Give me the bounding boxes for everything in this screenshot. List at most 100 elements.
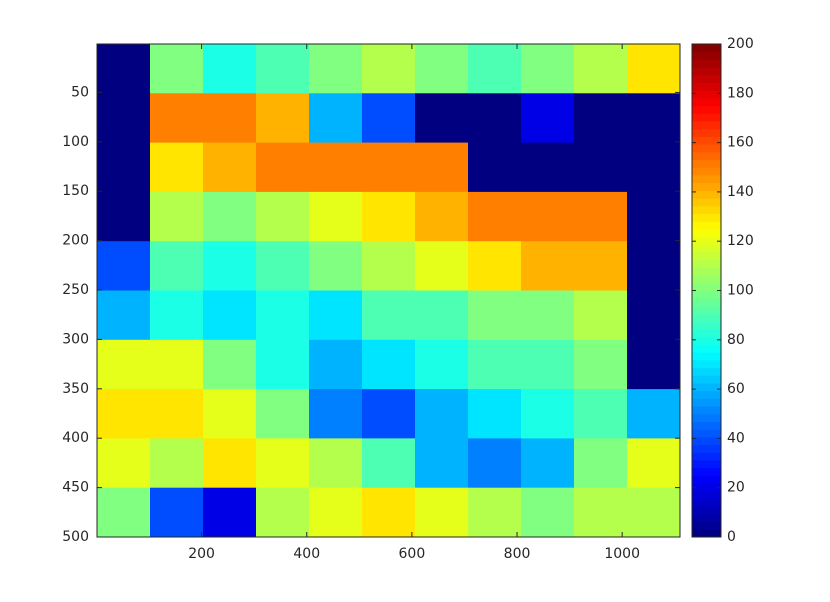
heat-cell — [203, 241, 257, 291]
colorbar-segment — [692, 444, 721, 453]
colorbar-segment — [692, 475, 721, 484]
colorbar-segment — [692, 282, 721, 291]
colorbar-segment — [692, 128, 721, 137]
colorbar-segment — [692, 459, 721, 469]
heat-cell — [415, 339, 469, 390]
colorbar-segment — [692, 144, 721, 153]
colorbar-segment — [692, 90, 721, 99]
colorbar-segment — [692, 490, 721, 499]
colorbar-segment — [692, 498, 721, 507]
heat-cell — [521, 290, 575, 341]
heat-cell — [150, 487, 204, 538]
colorbar-segment — [692, 436, 721, 446]
heat-cell — [521, 191, 575, 242]
colorbar-segment — [692, 290, 721, 299]
heat-cell — [309, 191, 363, 242]
heat-cell — [203, 438, 257, 489]
heat-cell — [468, 339, 522, 390]
heat-cell — [97, 290, 151, 341]
heat-cell — [627, 339, 681, 390]
y-tick-label: 100 — [62, 134, 89, 150]
colorbar-segment — [692, 467, 721, 476]
heat-cell — [309, 339, 363, 390]
heat-cell — [574, 93, 628, 144]
heat-cell — [203, 389, 257, 439]
heat-cell — [309, 389, 363, 439]
heat-cell — [468, 241, 522, 291]
heat-cell — [362, 290, 416, 341]
heat-cell — [468, 191, 522, 242]
heat-cell — [309, 44, 363, 94]
colorbar-segment — [692, 228, 721, 238]
heat-cell — [468, 93, 522, 144]
colorbar-segment — [692, 275, 721, 284]
heat-cell — [362, 93, 416, 144]
heat-cell — [362, 487, 416, 538]
heat-cell — [415, 389, 469, 439]
heat-cell — [256, 290, 310, 341]
colorbar-segment — [692, 390, 721, 399]
colorbar-tick-label: 200 — [727, 36, 754, 52]
heat-cell — [574, 191, 628, 242]
colorbar-segment — [692, 313, 721, 322]
colorbar-tick-label: 20 — [727, 480, 745, 496]
colorbar-tick-label: 0 — [727, 529, 736, 545]
colorbar-segment — [692, 82, 721, 91]
heat-cell — [309, 93, 363, 144]
colorbar-tick-label: 120 — [727, 233, 754, 249]
heat-cell — [415, 438, 469, 489]
heat-cell — [362, 142, 416, 193]
heat-cell — [97, 191, 151, 242]
x-tick-label: 1000 — [604, 546, 640, 562]
heat-cell — [627, 389, 681, 439]
heat-cell — [415, 93, 469, 144]
heat-cell — [468, 44, 522, 94]
colorbar-segment — [692, 113, 721, 122]
colorbar-segment — [692, 483, 721, 492]
heat-cell — [521, 339, 575, 390]
heat-cell — [97, 487, 151, 538]
heat-cell — [521, 44, 575, 94]
heat-cell — [521, 93, 575, 144]
colorbar-segment — [692, 398, 721, 407]
colorbar-segment — [692, 305, 721, 315]
heat-cell — [150, 339, 204, 390]
x-tick-label: 800 — [504, 546, 531, 562]
heat-cell — [309, 290, 363, 341]
heat-cell — [256, 44, 310, 94]
colorbar-segment — [692, 136, 721, 145]
colorbar-segment — [692, 321, 721, 330]
heat-cell — [415, 142, 469, 193]
heat-cell — [97, 241, 151, 291]
colorbar-segment — [692, 421, 721, 430]
heat-cell — [256, 241, 310, 291]
colorbar-segment — [692, 329, 721, 338]
heat-cell — [362, 191, 416, 242]
colorbar-segment — [692, 506, 721, 515]
colorbar-segment — [692, 198, 721, 207]
heat-cell — [415, 487, 469, 538]
colorbar-tick-label: 100 — [727, 283, 754, 299]
heat-cell — [574, 339, 628, 390]
colorbar-segment — [692, 105, 721, 114]
heat-cell — [150, 191, 204, 242]
heat-cell — [150, 93, 204, 144]
x-tick-label: 600 — [399, 546, 426, 562]
heat-cell — [574, 487, 628, 538]
heat-cell — [574, 438, 628, 489]
heat-cell — [309, 142, 363, 193]
heat-cell — [150, 438, 204, 489]
heat-cell — [256, 389, 310, 439]
colorbar-segment — [692, 97, 721, 107]
heat-cell — [627, 438, 681, 489]
heat-cell — [97, 389, 151, 439]
colorbar-segment — [692, 513, 721, 523]
heat-cell — [97, 438, 151, 489]
heat-cell — [309, 438, 363, 489]
heat-cell — [574, 44, 628, 94]
heat-cell — [468, 487, 522, 538]
heat-cell — [627, 93, 681, 144]
heat-cell — [362, 339, 416, 390]
colorbar-tick-label: 80 — [727, 332, 745, 348]
colorbar-segment — [692, 182, 721, 191]
